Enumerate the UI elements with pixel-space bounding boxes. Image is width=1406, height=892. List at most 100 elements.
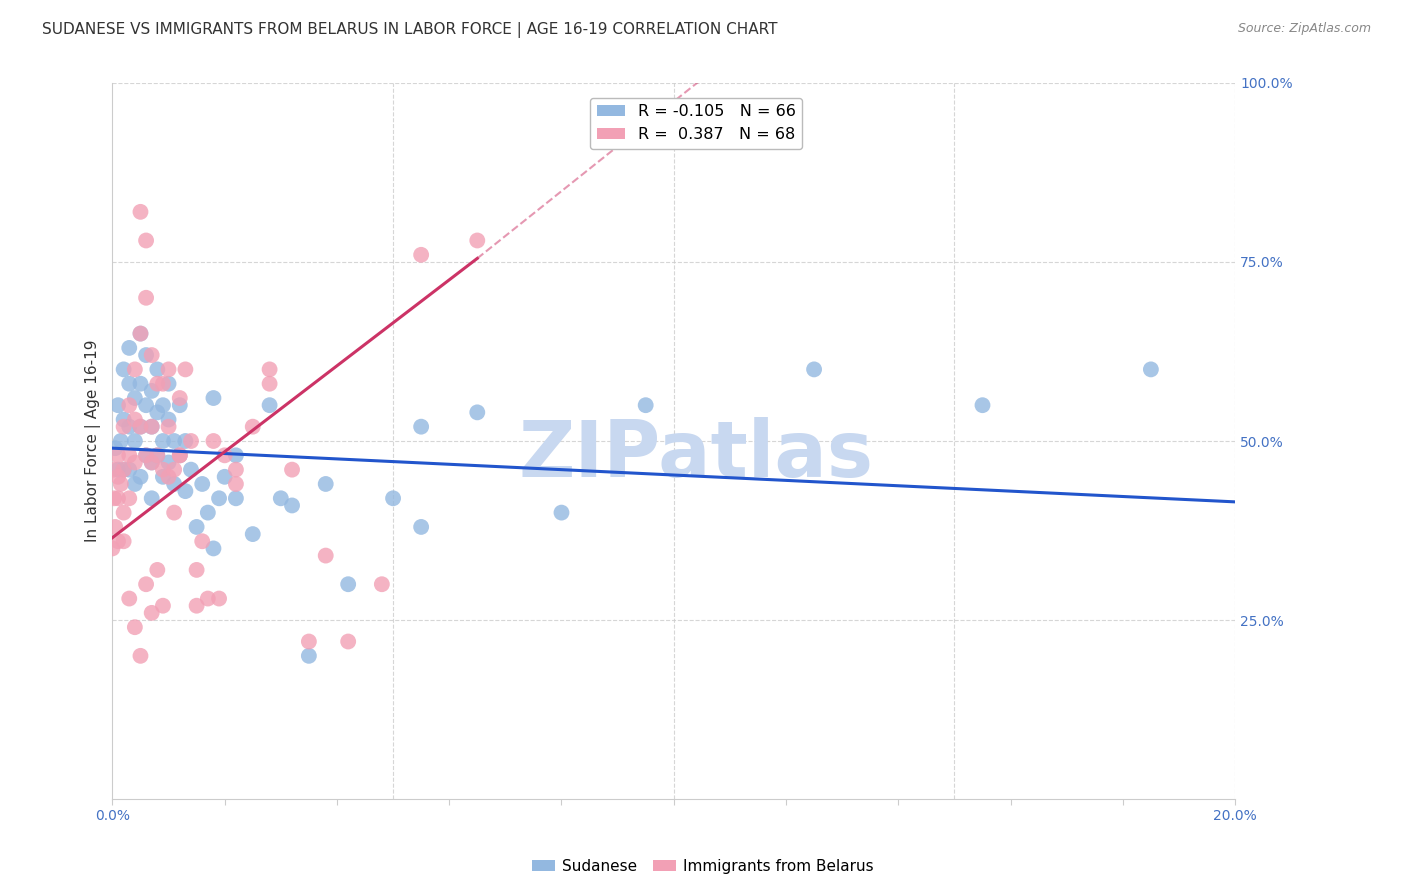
Point <box>146 362 169 376</box>
Point <box>152 470 174 484</box>
Point <box>152 376 174 391</box>
Point <box>112 506 135 520</box>
Point <box>124 362 146 376</box>
Point <box>124 620 146 634</box>
Point <box>174 484 197 499</box>
Point <box>107 448 129 462</box>
Point <box>180 434 202 448</box>
Point <box>634 398 657 412</box>
Point <box>1140 362 1163 376</box>
Point <box>550 506 572 520</box>
Point <box>411 520 433 534</box>
Point <box>270 491 292 506</box>
Point <box>186 520 208 534</box>
Point <box>214 448 236 462</box>
Point <box>315 549 337 563</box>
Point <box>146 376 169 391</box>
Point <box>118 376 141 391</box>
Point <box>157 419 180 434</box>
Point <box>107 398 129 412</box>
Point <box>129 419 152 434</box>
Point <box>174 434 197 448</box>
Point <box>225 477 247 491</box>
Point <box>163 477 186 491</box>
Point <box>124 412 146 426</box>
Point <box>337 634 360 648</box>
Point <box>242 419 264 434</box>
Point <box>163 463 186 477</box>
Point <box>146 563 169 577</box>
Point <box>124 391 146 405</box>
Point <box>135 577 157 591</box>
Point <box>259 362 281 376</box>
Point <box>465 234 488 248</box>
Point <box>104 441 127 455</box>
Point <box>110 477 132 491</box>
Point <box>225 491 247 506</box>
Point <box>104 520 127 534</box>
Point <box>371 577 394 591</box>
Point <box>465 405 488 419</box>
Point <box>169 448 191 462</box>
Point <box>141 348 163 362</box>
Point <box>112 412 135 426</box>
Point <box>803 362 825 376</box>
Point <box>157 455 180 469</box>
Point <box>110 434 132 448</box>
Point <box>197 506 219 520</box>
Point <box>225 463 247 477</box>
Point <box>163 506 186 520</box>
Point <box>169 448 191 462</box>
Point <box>112 463 135 477</box>
Point <box>107 463 129 477</box>
Y-axis label: In Labor Force | Age 16-19: In Labor Force | Age 16-19 <box>86 340 101 542</box>
Point <box>135 448 157 462</box>
Point <box>101 541 124 556</box>
Point <box>124 434 146 448</box>
Point <box>141 419 163 434</box>
Point <box>129 376 152 391</box>
Point <box>146 405 169 419</box>
Point <box>112 534 135 549</box>
Point <box>152 398 174 412</box>
Point <box>214 470 236 484</box>
Point <box>103 463 125 477</box>
Point <box>135 398 157 412</box>
Point <box>118 448 141 462</box>
Point <box>208 591 231 606</box>
Point <box>124 455 146 469</box>
Point <box>411 419 433 434</box>
Point <box>972 398 994 412</box>
Point <box>141 455 163 469</box>
Point <box>281 463 304 477</box>
Point <box>298 648 321 663</box>
Point <box>112 463 135 477</box>
Point <box>141 419 163 434</box>
Point <box>157 470 180 484</box>
Point <box>129 204 152 219</box>
Point <box>186 599 208 613</box>
Point <box>169 398 191 412</box>
Point <box>146 448 169 462</box>
Point <box>315 477 337 491</box>
Point <box>382 491 405 506</box>
Point <box>146 448 169 462</box>
Point <box>107 534 129 549</box>
Point <box>152 434 174 448</box>
Point <box>157 412 180 426</box>
Point <box>141 384 163 398</box>
Point <box>135 291 157 305</box>
Point <box>411 248 433 262</box>
Point <box>118 491 141 506</box>
Text: SUDANESE VS IMMIGRANTS FROM BELARUS IN LABOR FORCE | AGE 16-19 CORRELATION CHART: SUDANESE VS IMMIGRANTS FROM BELARUS IN L… <box>42 22 778 38</box>
Point <box>180 463 202 477</box>
Point <box>103 491 125 506</box>
Point <box>169 391 191 405</box>
Point <box>112 362 135 376</box>
Point <box>118 341 141 355</box>
Text: Source: ZipAtlas.com: Source: ZipAtlas.com <box>1237 22 1371 36</box>
Point <box>259 376 281 391</box>
Point <box>174 362 197 376</box>
Point <box>135 234 157 248</box>
Point <box>163 434 186 448</box>
